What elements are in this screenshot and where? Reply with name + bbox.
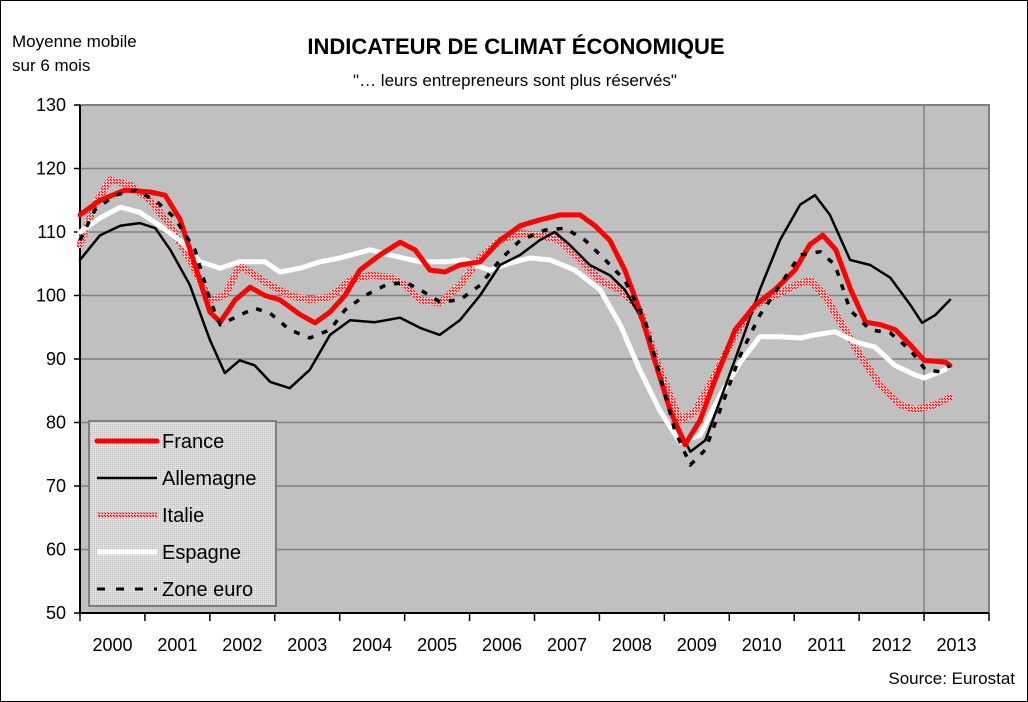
- y-tick-label: 60: [46, 540, 66, 560]
- y-tick-label: 130: [36, 95, 66, 115]
- x-tick-label: 2005: [417, 635, 457, 655]
- y-axis-unit-line-2: sur 6 mois: [12, 56, 91, 75]
- legend-label-allemagne: Allemagne: [162, 468, 257, 490]
- chart-title: INDICATEUR DE CLIMAT ÉCONOMIQUE: [307, 34, 725, 59]
- x-tick-label: 2010: [742, 635, 782, 655]
- x-tick-label: 2012: [872, 635, 912, 655]
- y-tick-label: 90: [46, 349, 66, 369]
- x-tick-label: 2003: [287, 635, 327, 655]
- y-tick-label: 70: [46, 476, 66, 496]
- y-axis-unit-label: Moyenne mobile sur 6 mois: [12, 30, 137, 78]
- series-line-zone-euro: [78, 188, 951, 467]
- plot-border: [80, 104, 990, 613]
- chart-subtitle: "… leurs entrepreneurs sont plus réservé…: [353, 71, 677, 90]
- source-note: Source: Eurostat: [888, 669, 1015, 688]
- x-tick-label: 2004: [352, 635, 392, 655]
- x-tick-label: 2000: [92, 635, 132, 655]
- y-axis-unit-line-1: Moyenne mobile: [12, 32, 137, 51]
- y-tick-label: 110: [37, 222, 66, 242]
- y-tick-label: 50: [46, 603, 66, 623]
- series-line-espagne: [77, 204, 953, 445]
- chart-subtitle-wrap: "… leurs entrepreneurs sont plus réservé…: [1, 71, 1028, 91]
- legend-label-espagne: Espagne: [162, 542, 241, 564]
- legend-label-zone-euro: Zone euro: [162, 579, 253, 601]
- legend-label-italie: Italie: [162, 505, 204, 527]
- x-tick-label: 2006: [482, 635, 522, 655]
- y-tick-label: 100: [36, 286, 66, 306]
- x-tick-label: 2001: [157, 635, 197, 655]
- x-tick-label: 2009: [677, 635, 717, 655]
- x-tick-label: 2002: [222, 635, 262, 655]
- y-tick-label: 120: [36, 159, 66, 179]
- x-tick-label: 2008: [612, 635, 652, 655]
- x-tick-label: 2011: [807, 635, 846, 655]
- series-line-allemagne: [78, 193, 952, 453]
- chart-title-wrap: INDICATEUR DE CLIMAT ÉCONOMIQUE: [1, 34, 1028, 60]
- x-tick-label: 2007: [547, 635, 587, 655]
- x-tick-label: 2013: [937, 635, 977, 655]
- series-line-france: [77, 187, 953, 448]
- y-tick-label: 80: [46, 413, 66, 433]
- legend-label-france: France: [162, 431, 224, 453]
- series-line-italie: [76, 176, 954, 424]
